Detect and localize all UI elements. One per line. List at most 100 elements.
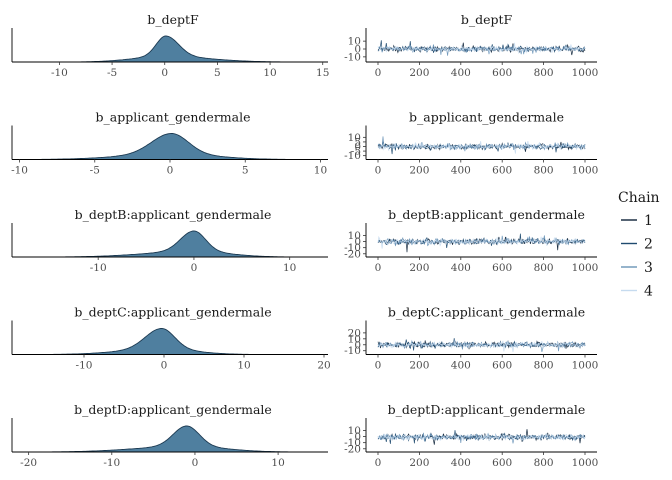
trace-y-tick-label: -10 — [344, 242, 361, 254]
trace-x-tick-label: 1000 — [572, 360, 599, 372]
density-x-tick-label: 20 — [317, 360, 330, 372]
density-curve — [12, 425, 328, 453]
density-panel-4: b_deptD:applicant_gendermale -20 -10 0 10 — [11, 402, 328, 469]
density-x-tick-label: 5 — [242, 165, 249, 177]
density-curve — [12, 328, 328, 355]
trace-chain-4 — [377, 42, 586, 55]
trace-title: b_deptC:applicant_gendermale — [388, 305, 585, 320]
trace-title: b_deptF — [461, 12, 513, 27]
trace-panel-1: b_applicant_gendermale 0 200 400 600 800 1000 1… — [344, 110, 598, 177]
trace-y-tick-label: 0 — [354, 141, 361, 153]
trace-y-tick-label: -20 — [344, 443, 361, 455]
density-x-tick-label: 0 — [161, 67, 168, 79]
trace-x-tick-label: 0 — [375, 262, 382, 274]
trace-x-tick-label: 200 — [409, 67, 429, 79]
density-title: b_applicant_gendermale — [95, 110, 250, 125]
density-panel-3: b_deptC:applicant_gendermale -10 0 10 20 — [11, 305, 331, 372]
trace-y-tick-label: 10 — [348, 230, 361, 242]
trace-title: b_deptB:applicant_gendermale — [388, 207, 585, 222]
trace-chain-4 — [377, 235, 586, 249]
trace-x-tick-label: 0 — [375, 165, 382, 177]
trace-panel-4: b_deptD:applicant_gendermale 0 200 400 600 80… — [344, 402, 598, 469]
trace-y-tick-label: -20 — [344, 248, 361, 260]
density-x-tick-label: 10 — [283, 262, 296, 274]
trace-x-tick-label: 200 — [409, 165, 429, 177]
density-x-tick-label: 0 — [191, 262, 198, 274]
trace-chain-4 — [377, 141, 586, 154]
trace-x-tick-label: 1000 — [572, 67, 599, 79]
legend-label-2: 2 — [644, 237, 653, 253]
trace-x-tick-label: 200 — [409, 360, 429, 372]
trace-panel-2: b_deptB:applicant_gendermale 0 200 400 600 80… — [344, 207, 598, 274]
trace-title: b_deptD:applicant_gendermale — [388, 402, 586, 417]
trace-chain-3 — [377, 339, 586, 352]
trace-x-tick-label: 600 — [492, 67, 512, 79]
trace-y-tick-label: -10 — [344, 51, 361, 63]
trace-x-tick-label: 600 — [492, 165, 512, 177]
trace-y-tick-label: 10 — [348, 333, 361, 345]
trace-chain-4 — [377, 433, 586, 442]
trace-y-tick-label: 0 — [354, 339, 361, 351]
trace-y-tick-label: 0 — [354, 431, 361, 443]
trace-y-tick-label: -5 — [351, 146, 361, 158]
trace-title: b_applicant_gendermale — [409, 110, 564, 125]
trace-y-tick-label: 10 — [348, 36, 361, 48]
density-x-tick-label: -10 — [103, 457, 120, 469]
density-panel-0: b_deptF -10 -5 0 5 10 15 — [11, 12, 329, 79]
trace-x-tick-label: 0 — [375, 457, 382, 469]
trace-x-tick-label: 200 — [409, 262, 429, 274]
density-x-tick-label: 10 — [314, 165, 327, 177]
density-x-tick-label: -5 — [107, 67, 117, 79]
density-x-tick-label: 0 — [167, 165, 174, 177]
trace-x-tick-label: 400 — [451, 165, 471, 177]
density-x-tick-label: 15 — [316, 67, 329, 79]
density-title: b_deptB:applicant_gendermale — [75, 207, 272, 222]
density-x-tick-label: 0 — [161, 360, 168, 372]
density-curve — [12, 133, 328, 160]
trace-y-tick-label: 0 — [354, 44, 361, 56]
density-x-tick-label: 10 — [271, 457, 284, 469]
trace-y-tick-label: 5 — [354, 136, 361, 148]
trace-x-tick-label: 600 — [492, 262, 512, 274]
trace-x-tick-label: 0 — [375, 67, 382, 79]
trace-x-tick-label: 800 — [534, 165, 554, 177]
trace-x-tick-label: 200 — [409, 457, 429, 469]
density-x-tick-label: -10 — [76, 360, 93, 372]
density-panel-2: b_deptB:applicant_gendermale -10 0 10 — [11, 207, 328, 274]
density-title: b_deptD:applicant_gendermale — [74, 402, 272, 417]
legend-label-4: 4 — [644, 284, 653, 300]
density-x-tick-label: -10 — [90, 262, 107, 274]
density-x-tick-label: -5 — [90, 165, 100, 177]
trace-x-tick-label: 1000 — [572, 262, 599, 274]
trace-x-tick-label: 0 — [375, 360, 382, 372]
legend-title: Chain — [618, 190, 660, 206]
trace-x-tick-label: 800 — [534, 360, 554, 372]
trace-y-tick-label: -10 — [344, 345, 361, 357]
trace-x-tick-label: 600 — [492, 457, 512, 469]
trace-x-tick-label: 400 — [451, 262, 471, 274]
trace-x-tick-label: 400 — [451, 67, 471, 79]
density-x-tick-label: 5 — [214, 67, 221, 79]
trace-y-tick-label: 0 — [354, 236, 361, 248]
density-x-tick-label: -10 — [11, 165, 28, 177]
trace-x-tick-label: 800 — [534, 457, 554, 469]
chain-legend: Chain 1 2 3 4 — [618, 190, 660, 300]
trace-x-tick-label: 400 — [451, 457, 471, 469]
legend-label-3: 3 — [644, 260, 653, 276]
trace-x-tick-label: 800 — [534, 262, 554, 274]
trace-y-tick-label: -10 — [344, 437, 361, 449]
density-curve — [12, 230, 328, 258]
trace-y-tick-label: 10 — [348, 132, 361, 144]
trace-y-tick-label: 20 — [348, 327, 361, 339]
trace-y-tick-label: 10 — [348, 425, 361, 437]
density-x-tick-label: 0 — [192, 457, 199, 469]
trace-chain-2 — [377, 40, 586, 54]
trace-x-tick-label: 1000 — [572, 457, 599, 469]
density-x-tick-label: -20 — [20, 457, 37, 469]
trace-y-tick-label: -10 — [344, 150, 361, 162]
density-curve — [12, 35, 328, 63]
density-title: b_deptC:applicant_gendermale — [74, 305, 271, 320]
density-x-tick-label: -10 — [51, 67, 68, 79]
